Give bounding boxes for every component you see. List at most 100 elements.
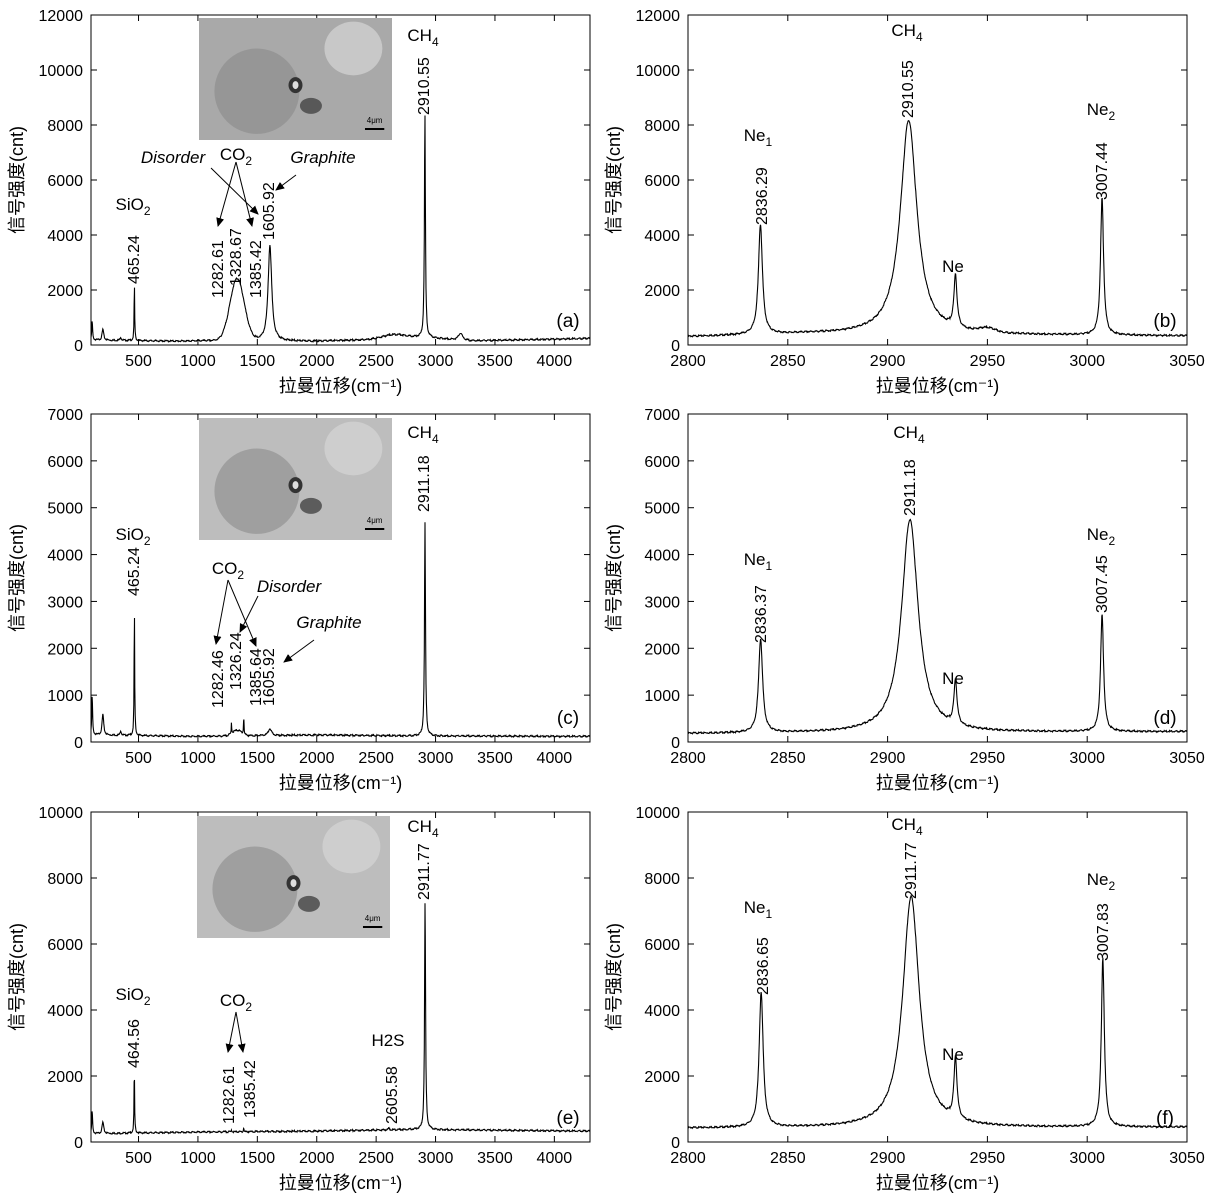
annotation-arrow-c xyxy=(283,639,315,663)
y-tick-label-c: 4000 xyxy=(47,548,83,565)
inclusion-micrograph-e: 4μm xyxy=(197,816,390,938)
x-tick-label-b: 2800 xyxy=(670,353,706,370)
peak-label-a: 1385.42 xyxy=(248,240,265,298)
x-tick-label-e: 1500 xyxy=(240,1150,276,1167)
peak-label-b: 2910.55 xyxy=(900,60,917,118)
y-tick-label-b: 4000 xyxy=(644,228,680,245)
inclusion-dark xyxy=(297,895,320,912)
y-tick-label-e: 4000 xyxy=(47,1003,83,1020)
peak-label-a: 1328.67 xyxy=(228,228,245,286)
species-label-b: Ne xyxy=(942,257,964,276)
x-tick-label-d: 3000 xyxy=(1069,750,1105,767)
micrograph-highlight xyxy=(322,819,381,874)
panel-label-f: (f) xyxy=(1156,1108,1174,1129)
peak-label-a: 1282.61 xyxy=(210,240,227,298)
x-tick-label-b: 2950 xyxy=(970,353,1006,370)
y-tick-label-d: 2000 xyxy=(644,641,680,658)
x-axis-label-c: 拉曼位移(cm⁻¹) xyxy=(279,773,402,793)
peak-label-a: 1605.92 xyxy=(261,182,278,240)
x-tick-label-b: 3050 xyxy=(1169,353,1205,370)
annotation-arrow-e xyxy=(225,1011,237,1053)
y-tick-label-f: 2000 xyxy=(644,1069,680,1086)
inclusion-micrograph-a: 4μm xyxy=(199,18,392,140)
spectrum-line-a xyxy=(90,115,591,343)
y-tick-label-a: 0 xyxy=(74,338,83,355)
y-axis-label-c: 信号强度(cnt) xyxy=(7,524,27,632)
spectrum-line-c xyxy=(90,522,591,739)
panel-d: 2800 2850 2900 2950 3000 3050 0 1000 2000 3000 400… xyxy=(604,407,1205,793)
species-label-d: Ne2 xyxy=(1087,525,1116,548)
peak-label-f: 2836.65 xyxy=(755,937,772,995)
spectrum-line-f xyxy=(687,894,1188,1130)
x-tick-label-a: 4000 xyxy=(537,353,573,370)
species-label-b: Ne1 xyxy=(744,126,773,149)
species-label-c: CO2 xyxy=(212,559,245,582)
species-label-a: CH4 xyxy=(407,26,439,49)
x-tick-label-f: 3050 xyxy=(1169,1150,1205,1167)
annotation-arrow-a xyxy=(275,174,297,191)
panel-c: 500 1000 1500 2000 2500 3000 3500 4000 0 1000 2000… xyxy=(7,407,591,793)
y-tick-label-d: 1000 xyxy=(644,688,680,705)
panel-b: 2800 2850 2900 2950 3000 3050 0 2000 4000 6000 800… xyxy=(604,8,1205,396)
x-tick-label-d: 2800 xyxy=(670,750,706,767)
species-label-d: Ne xyxy=(942,669,964,688)
peak-label-a: 465.24 xyxy=(126,235,143,284)
plot-frame-d xyxy=(687,413,1188,743)
x-tick-label-e: 2500 xyxy=(358,1150,394,1167)
species-label-d: CH4 xyxy=(893,423,925,446)
peak-label-c: 2911.18 xyxy=(416,455,433,512)
panel-a: 500 1000 1500 2000 2500 3000 3500 4000 0 2000 4000… xyxy=(7,8,591,396)
y-tick-label-b: 10000 xyxy=(636,63,681,80)
y-tick-label-f: 10000 xyxy=(636,805,681,822)
scale-bar-label: 4μm xyxy=(367,116,383,125)
y-tick-label-c: 2000 xyxy=(47,641,83,658)
peak-label-c: 1385.64 xyxy=(248,648,265,706)
inclusion-bubble-core xyxy=(292,81,299,90)
spectrum-line-d xyxy=(687,518,1188,735)
x-axis-label-b: 拉曼位移(cm⁻¹) xyxy=(876,376,999,396)
peak-label-e: 2911.77 xyxy=(416,843,433,900)
y-tick-label-d: 3000 xyxy=(644,594,680,611)
x-tick-label-f: 2850 xyxy=(770,1150,806,1167)
species-label-f: CH4 xyxy=(891,815,923,838)
inclusion-dark xyxy=(299,97,322,114)
micrograph-shadow xyxy=(212,846,298,932)
x-tick-label-e: 1000 xyxy=(180,1150,216,1167)
x-tick-label-e: 500 xyxy=(125,1150,152,1167)
peak-label-e: 464.56 xyxy=(126,1019,143,1068)
peak-label-e: 2605.58 xyxy=(384,1066,401,1124)
y-tick-label-c: 7000 xyxy=(47,407,83,424)
x-tick-label-d: 2900 xyxy=(870,750,906,767)
micrograph-highlight xyxy=(324,21,383,76)
x-tick-label-d: 2850 xyxy=(770,750,806,767)
y-tick-label-c: 6000 xyxy=(47,454,83,471)
annotation-disorder-c: Disorder xyxy=(257,577,323,596)
micrograph-shadow xyxy=(214,48,300,134)
x-tick-label-c: 2000 xyxy=(299,750,335,767)
x-tick-label-a: 2000 xyxy=(299,353,335,370)
y-tick-label-e: 6000 xyxy=(47,937,83,954)
x-tick-label-e: 2000 xyxy=(299,1150,335,1167)
x-tick-label-b: 3000 xyxy=(1069,353,1105,370)
peak-label-b: 2836.29 xyxy=(754,167,771,225)
annotation-arrow-a xyxy=(235,161,254,227)
x-tick-label-c: 1500 xyxy=(240,750,276,767)
y-tick-label-d: 6000 xyxy=(644,454,680,471)
x-tick-label-e: 3500 xyxy=(477,1150,513,1167)
y-tick-label-f: 8000 xyxy=(644,871,680,888)
annotation-arrow-c xyxy=(213,579,229,645)
inclusion-dark xyxy=(299,497,322,514)
x-tick-label-a: 3000 xyxy=(418,353,454,370)
y-tick-label-f: 6000 xyxy=(644,937,680,954)
annotation-arrow-c xyxy=(227,579,257,647)
spectrum-line-e xyxy=(90,903,591,1135)
y-tick-label-a: 2000 xyxy=(47,283,83,300)
inclusion-bubble-core xyxy=(290,879,297,888)
micrograph-highlight xyxy=(324,421,383,476)
species-label-e: H2S xyxy=(371,1031,404,1050)
y-tick-label-f: 0 xyxy=(671,1135,680,1152)
peak-label-e: 1385.42 xyxy=(242,1060,259,1118)
y-tick-label-b: 8000 xyxy=(644,118,680,135)
x-tick-label-f: 2950 xyxy=(970,1150,1006,1167)
